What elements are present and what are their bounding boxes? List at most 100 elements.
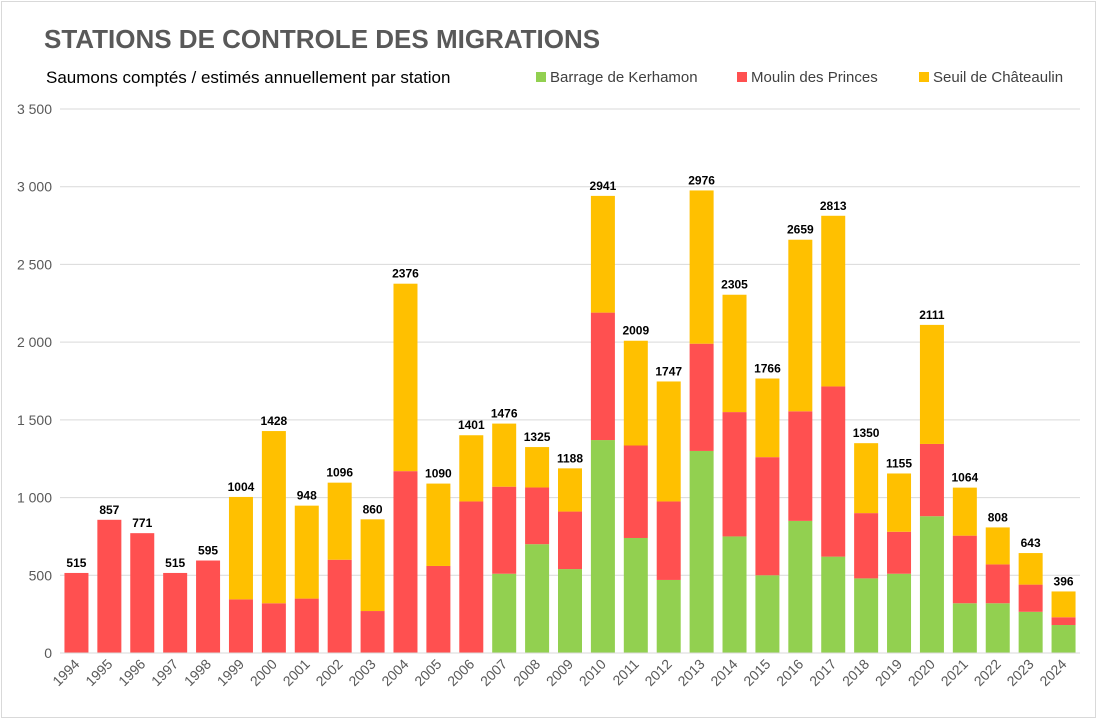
- bar-segment: [228, 496, 253, 600]
- bar-segment: [821, 386, 846, 557]
- total-data-label: 1064: [951, 471, 978, 485]
- total-data-label: 396: [1054, 574, 1074, 588]
- bar-segment: [689, 450, 714, 653]
- bar-segment: [887, 573, 912, 653]
- bar-segment: [327, 482, 352, 560]
- y-tick-label: 2 500: [17, 256, 52, 272]
- y-tick-label: 1 000: [17, 490, 52, 506]
- bar-segment: [525, 447, 550, 488]
- bar-segment: [887, 531, 912, 574]
- bar-segment: [623, 340, 648, 446]
- y-tick-label: 2 000: [17, 334, 52, 350]
- bar-segment: [854, 513, 879, 579]
- bar-segment: [755, 457, 780, 576]
- bar-segment: [854, 578, 879, 653]
- bar-segment: [656, 381, 681, 502]
- total-labels: 515 857 771 515 595 1004 1428 948 1096 860 2376 109…: [66, 173, 1073, 588]
- total-data-label: 1747: [655, 364, 682, 378]
- x-tick-label: 2004: [378, 656, 411, 689]
- legend-label: Barrage de Kerhamon: [550, 69, 698, 86]
- x-tick-label: 2002: [312, 656, 345, 689]
- total-data-label: 2376: [392, 267, 419, 281]
- total-data-label: 2976: [688, 173, 715, 187]
- total-data-label: 860: [363, 502, 383, 516]
- bar-segment: [952, 487, 977, 536]
- total-data-label: 1428: [261, 414, 288, 428]
- y-tick-label: 3 000: [17, 179, 52, 195]
- bar-segment: [426, 483, 451, 566]
- x-tick-label: 2014: [707, 656, 740, 689]
- bar-segment: [1018, 584, 1043, 612]
- legend-label: Moulin des Princes: [751, 69, 878, 86]
- total-data-label: 2009: [622, 324, 649, 338]
- bar-segment: [492, 486, 517, 574]
- x-tick-label: 2021: [938, 656, 971, 689]
- total-data-label: 1090: [425, 467, 452, 481]
- total-data-label: 1325: [524, 430, 551, 444]
- bar-segment: [1051, 625, 1076, 653]
- bar-segment: [261, 603, 286, 653]
- bar-segment: [97, 519, 122, 653]
- bar-segment: [459, 435, 484, 502]
- y-tick-label: 3 500: [17, 101, 52, 117]
- x-tick-label: 2019: [872, 656, 905, 689]
- x-tick-label: 2013: [674, 656, 707, 689]
- x-tick-label: 2012: [641, 656, 674, 689]
- total-data-label: 1155: [886, 456, 912, 470]
- total-data-label: 643: [1021, 536, 1041, 550]
- x-tick-label: 1995: [82, 656, 115, 689]
- bar-segment: [393, 283, 418, 472]
- bar-segment: [327, 559, 352, 653]
- bar-segment: [1051, 617, 1076, 626]
- x-tick-label: 2015: [740, 656, 773, 689]
- bar-segment: [590, 440, 615, 653]
- x-tick-label: 2011: [609, 656, 642, 689]
- bar-segment: [887, 473, 912, 532]
- x-tick-label: 2016: [773, 656, 806, 689]
- bar-segment: [261, 431, 286, 604]
- legend-swatch: [536, 72, 546, 82]
- bar-segment: [755, 575, 780, 653]
- bar-segment: [294, 505, 319, 599]
- bar-segment: [722, 536, 747, 653]
- x-tick-label: 2010: [576, 656, 609, 689]
- bar-segment: [1051, 591, 1076, 618]
- bar-segment: [985, 603, 1010, 653]
- bar-segment: [656, 579, 681, 653]
- x-tick-label: 2007: [477, 656, 510, 689]
- bar-segment: [985, 564, 1010, 604]
- total-data-label: 2659: [787, 223, 814, 237]
- x-tick-label: 2009: [543, 656, 576, 689]
- total-data-label: 1350: [853, 426, 880, 440]
- total-data-label: 1766: [754, 362, 781, 376]
- bar-segment: [854, 443, 879, 514]
- total-data-label: 771: [132, 516, 152, 530]
- x-tick-label: 1998: [181, 656, 214, 689]
- bar-segment: [558, 468, 582, 512]
- bar-segment: [1018, 553, 1043, 585]
- x-tick-label: 1994: [49, 656, 82, 689]
- total-data-label: 1096: [326, 466, 353, 480]
- bar-segment: [525, 487, 550, 545]
- total-data-label: 948: [297, 489, 317, 503]
- bar-segment: [656, 501, 681, 580]
- x-tick-label: 2000: [247, 656, 280, 689]
- bar-segment: [1018, 611, 1043, 653]
- bar-segment: [558, 511, 582, 570]
- bar-segment: [722, 412, 747, 537]
- total-data-label: 595: [198, 544, 218, 558]
- x-tick-label: 2022: [971, 656, 1004, 689]
- legend: Barrage de Kerhamon Moulin des Princes Seu…: [536, 69, 1063, 86]
- bar-segment: [64, 572, 89, 653]
- total-data-label: 1401: [458, 418, 485, 432]
- bar-segment: [952, 535, 977, 604]
- bar-segment: [393, 471, 418, 653]
- bar-segment: [360, 611, 385, 653]
- total-data-label: 857: [99, 503, 119, 517]
- bar-segment: [294, 598, 319, 653]
- bar-segment: [623, 537, 648, 653]
- x-tick-label: 2001: [280, 656, 313, 689]
- bar-segment: [821, 556, 846, 653]
- total-data-label: 2111: [919, 308, 945, 322]
- bar-segment: [426, 565, 451, 653]
